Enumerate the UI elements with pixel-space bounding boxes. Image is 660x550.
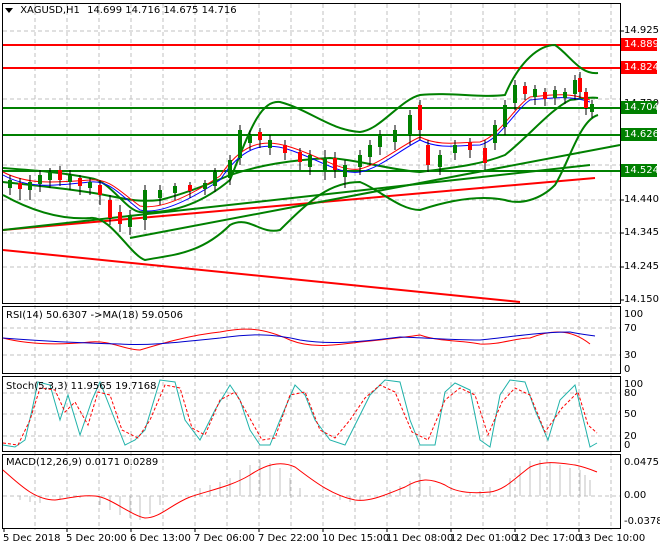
moving-averages — [2, 94, 591, 212]
time-label: 12 Dec 17:00 — [514, 533, 582, 544]
time-label: 13 Dec 10:00 — [578, 533, 646, 544]
price-levels — [3, 44, 620, 172]
stoch-lines — [2, 379, 598, 448]
price-tick: 14.245 — [624, 261, 659, 272]
level-label-resistance-1: 14.889 — [621, 38, 659, 51]
stoch-tick: 80 — [624, 388, 637, 399]
panel-borders — [2, 3, 621, 529]
macd-histogram — [19, 460, 591, 520]
macd-tick: 0.00 — [624, 490, 647, 501]
bollinger-bands — [2, 43, 599, 262]
stoch-tick: 50 — [624, 409, 637, 420]
time-label: 11 Dec 08:00 — [386, 533, 454, 544]
time-label: 5 Dec 20:00 — [66, 533, 127, 544]
price-tick: 14.440 — [624, 194, 659, 205]
rsi-tick: 70 — [624, 323, 637, 334]
triangle-down-icon[interactable] — [5, 7, 13, 13]
level-label-support-3: 14.524 — [621, 164, 659, 177]
time-label: 7 Dec 06:00 — [194, 533, 255, 544]
stoch-label: Stoch(5,3,3) 11.9565 19.7168 — [6, 381, 157, 392]
chart-header: XAGUSD,H1 14.699 14.716 14.675 14.716 — [5, 5, 237, 16]
macd-tick: 0.0475 — [624, 457, 659, 468]
stoch-tick: 100 — [624, 379, 644, 390]
axis-ticks — [3, 30, 624, 532]
rsi-lines — [2, 328, 596, 351]
time-label: 10 Dec 15:00 — [322, 533, 390, 544]
price-tick: 14.345 — [624, 227, 659, 238]
trend-lines — [2, 144, 621, 303]
level-label-resistance-2: 14.824 — [621, 61, 659, 74]
time-label: 6 Dec 13:00 — [130, 533, 191, 544]
symbol-label: XAGUSD,H1 — [20, 5, 80, 16]
price-tick: 14.925 — [624, 25, 659, 36]
time-label: 7 Dec 22:00 — [258, 533, 319, 544]
time-label: 5 Dec 2018 — [3, 533, 61, 544]
rsi-tick: 0 — [624, 364, 631, 375]
level-label-support-1: 14.704 — [621, 101, 659, 114]
time-label: 12 Dec 01:00 — [450, 533, 518, 544]
candlesticks — [8, 72, 594, 235]
macd-signal-line — [2, 462, 598, 519]
grid — [3, 4, 620, 530]
macd-label: MACD(12,26,9) 0.0171 0.0289 — [6, 457, 159, 468]
macd-tick: -0.0378 — [624, 516, 660, 527]
level-label-support-2: 14.626 — [621, 128, 659, 141]
rsi-label: RSI(14) 50.6307 ->MA(18) 59.0506 — [6, 310, 183, 321]
stoch-tick: 0 — [624, 440, 631, 451]
ohlc-values: 14.699 14.716 14.675 14.716 — [87, 5, 237, 16]
rsi-tick: 100 — [624, 309, 644, 320]
stoch-tick: 20 — [624, 431, 637, 442]
price-tick: 14.150 — [624, 294, 659, 305]
rsi-tick: 30 — [624, 350, 637, 361]
